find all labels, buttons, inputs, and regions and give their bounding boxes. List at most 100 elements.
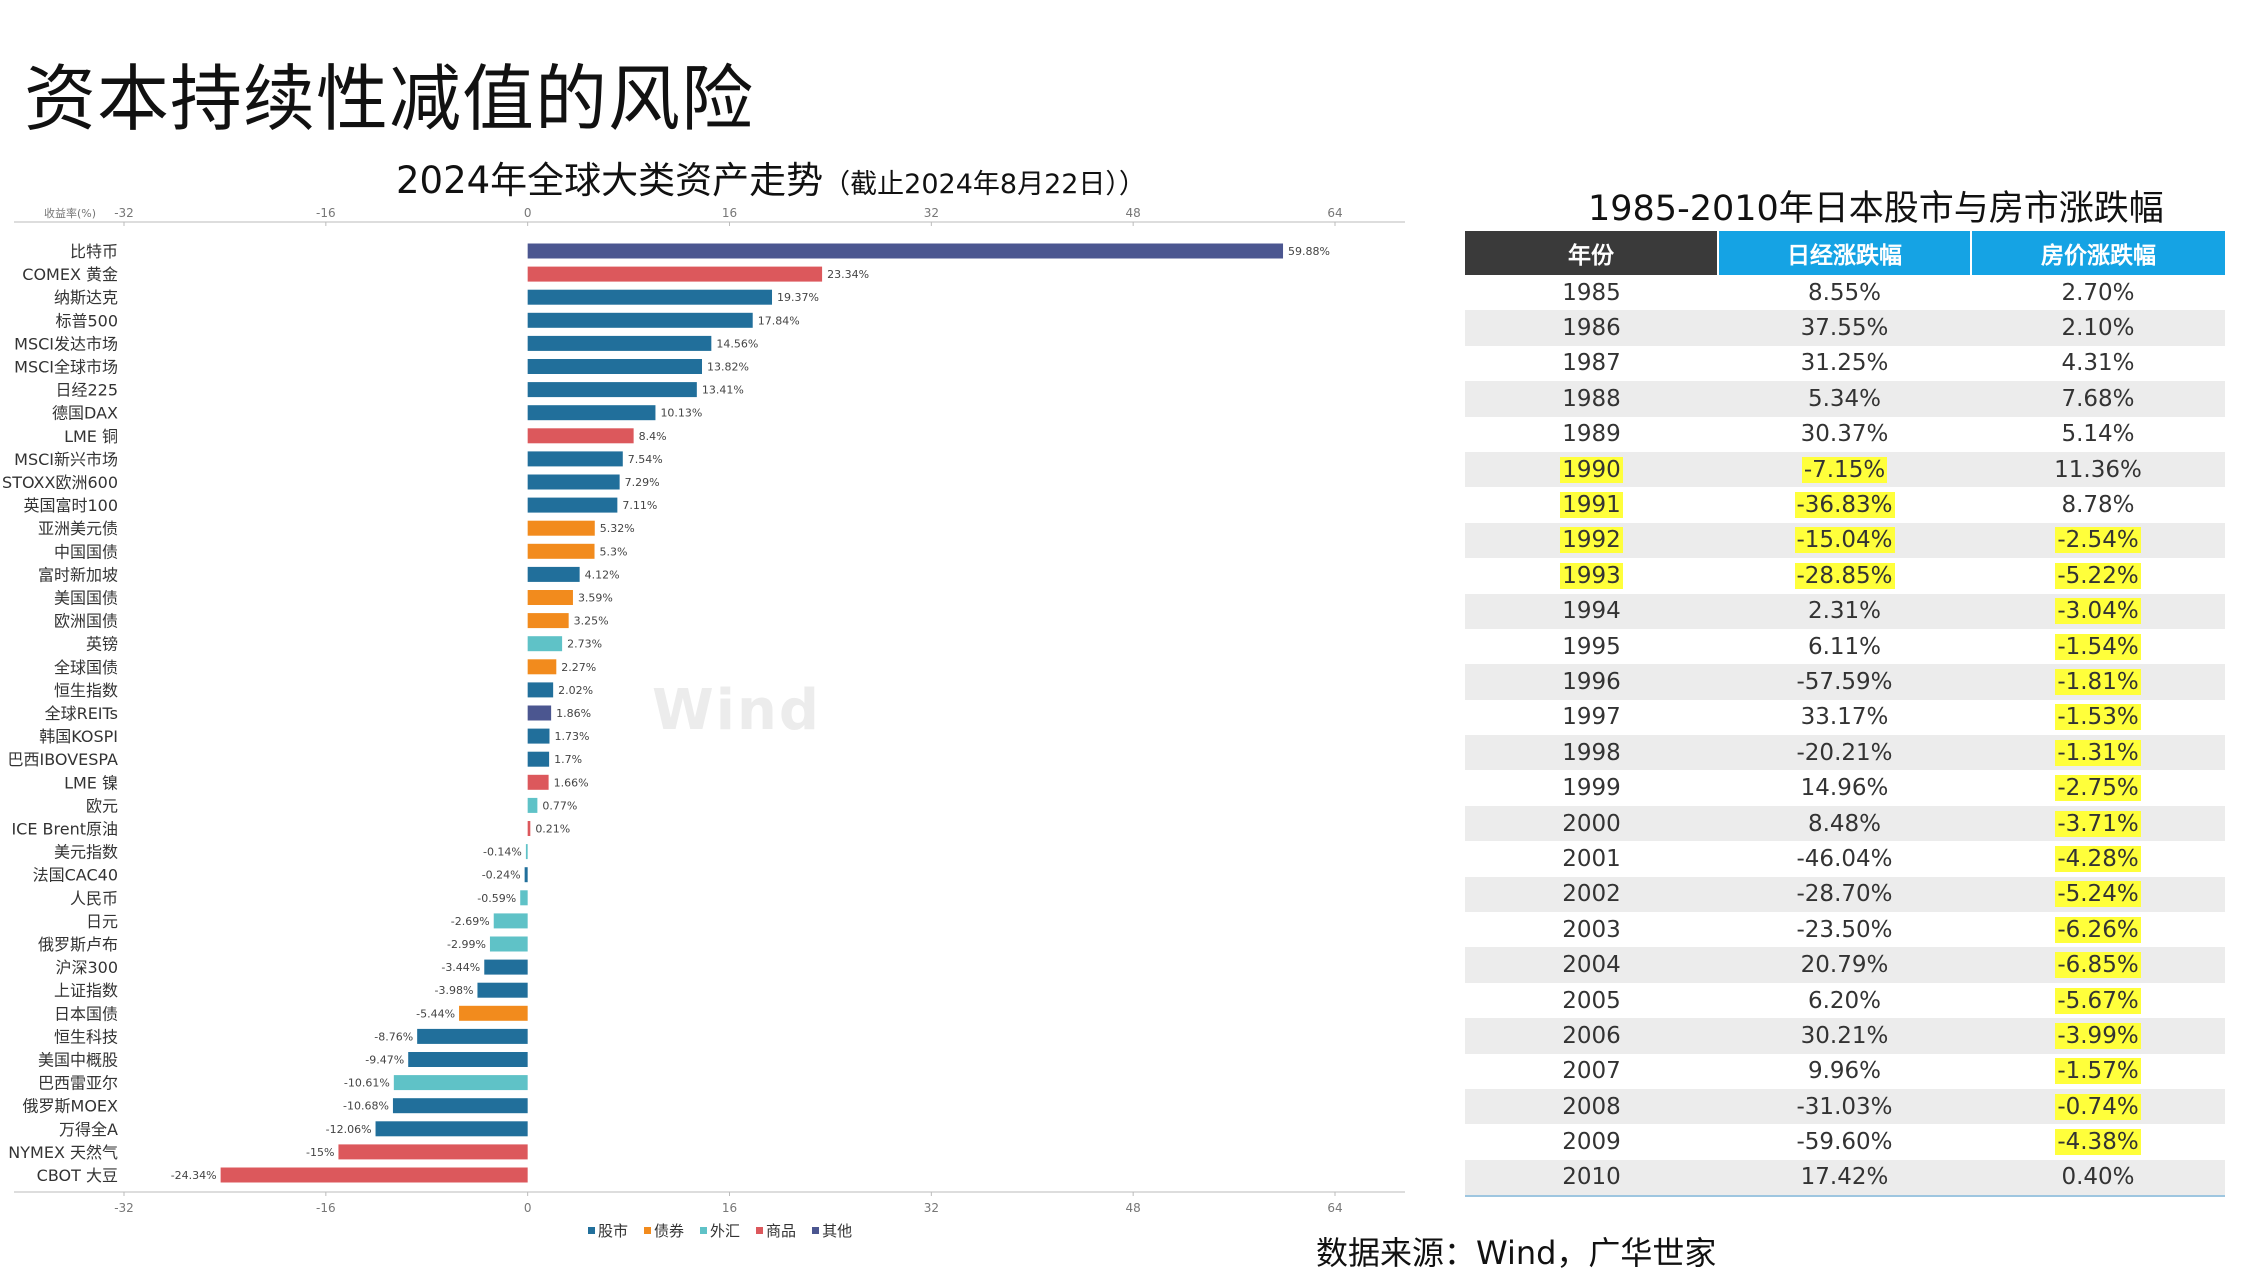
value-label: -5.44% — [416, 1007, 455, 1020]
value-label: 3.25% — [574, 615, 609, 628]
value-label: 1.7% — [554, 753, 582, 766]
value-label: -0.24% — [482, 869, 521, 882]
bar — [417, 1028, 528, 1044]
house-cell-value: -1.31% — [2055, 739, 2141, 766]
year-cell-value: 1992 — [1560, 527, 1623, 554]
value-label: 1.66% — [554, 776, 589, 789]
nikkei-cell-value: 17.42% — [1800, 1164, 1889, 1191]
table-row: 1996 -57.59% -1.81% — [1465, 664, 2225, 700]
value-label: -3.98% — [435, 984, 474, 997]
year-cell-value: 1999 — [1562, 775, 1621, 802]
bar — [527, 566, 580, 582]
nikkei-cell-value: 31.25% — [1800, 350, 1889, 377]
year-cell: 2001 — [1465, 841, 1718, 877]
year-cell: 2005 — [1465, 982, 1718, 1019]
year-cell-value: 1986 — [1562, 315, 1621, 342]
value-label: 17.84% — [758, 314, 800, 327]
nikkei-cell: -15.04% — [1718, 522, 1971, 559]
category-label: LME 镍 — [64, 773, 118, 792]
top-tick-label: -32 — [114, 206, 134, 220]
house-cell-value: -1.57% — [2055, 1058, 2141, 1085]
category-label: 韩国KOSPI — [39, 727, 118, 746]
house-cell-value: -6.85% — [2055, 952, 2141, 979]
header-nikkei: 日经涨跌幅 — [1717, 231, 1971, 275]
nikkei-cell: -31.03% — [1718, 1088, 1971, 1125]
house-cell: 5.14% — [1971, 416, 2225, 452]
table-row: 2010 17.42% 0.40% — [1465, 1159, 2225, 1198]
nikkei-cell-value: 30.21% — [1800, 1022, 1889, 1049]
year-cell-value: 2000 — [1562, 810, 1621, 837]
nikkei-cell-value: 8.48% — [1807, 810, 1882, 837]
nikkei-cell: 37.55% — [1718, 310, 1971, 346]
year-cell-value: 1998 — [1562, 739, 1621, 766]
slide-title: 资本持续性减值的风险 — [24, 57, 755, 141]
bar — [527, 451, 623, 467]
value-label: 1.73% — [554, 730, 589, 743]
category-label: 纳斯达克 — [54, 288, 118, 307]
nikkei-cell: -28.85% — [1718, 558, 1971, 594]
nikkei-cell: -36.83% — [1718, 487, 1971, 523]
house-cell: -5.22% — [1971, 558, 2225, 594]
bar — [527, 474, 620, 490]
category-label: MSCI发达市场 — [14, 334, 118, 353]
legend-swatch — [588, 1227, 595, 1234]
category-label: 日本国债 — [54, 1004, 118, 1023]
house-cell-value: -2.54% — [2055, 527, 2141, 554]
bar — [527, 405, 656, 421]
house-cell-value: 4.31% — [2061, 350, 2135, 377]
value-label: 5.32% — [600, 522, 635, 535]
nikkei-cell: 30.37% — [1718, 416, 1971, 452]
house-cell: -6.26% — [1971, 912, 2225, 948]
year-cell: 1986 — [1465, 310, 1718, 346]
house-cell-value: 0.40% — [2061, 1164, 2135, 1191]
category-label: 日经225 — [55, 381, 118, 400]
nikkei-cell-value: -46.04% — [1796, 845, 1893, 872]
house-cell-value: 2.70% — [2061, 279, 2135, 306]
top-tick-label: -16 — [316, 206, 336, 220]
value-label: 13.82% — [707, 361, 749, 374]
category-label: 俄罗斯MOEX — [23, 1097, 119, 1116]
value-label: 1.86% — [556, 707, 591, 720]
year-cell: 1996 — [1465, 664, 1718, 700]
year-cell-value: 1995 — [1562, 633, 1621, 660]
category-label: 亚洲美元债 — [38, 519, 118, 538]
bar — [408, 1052, 528, 1067]
bar — [520, 890, 528, 906]
year-cell-value: 2010 — [1562, 1164, 1621, 1191]
table-row: 2005 6.20% -5.67% — [1465, 982, 2225, 1019]
house-cell: -5.67% — [1971, 982, 2225, 1019]
value-label: -10.61% — [344, 1077, 390, 1090]
nikkei-cell-value: -57.59% — [1796, 668, 1893, 695]
bar — [527, 705, 552, 721]
value-label: 4.12% — [585, 568, 620, 581]
value-label: -2.69% — [451, 915, 490, 928]
table-row: 1997 33.17% -1.53% — [1465, 699, 2225, 736]
nikkei-cell-value: 33.17% — [1800, 704, 1889, 731]
year-cell: 2006 — [1465, 1018, 1718, 1054]
bar-chart: -32 -32 -16 -16 0 0 16 16 32 32 48 48 64 64 收益率(%) 比特币 5… — [2, 206, 1405, 1215]
bar — [338, 1144, 528, 1160]
value-label: 2.73% — [567, 638, 602, 651]
house-cell-value: 2.10% — [2061, 315, 2135, 342]
value-label: 19.37% — [777, 291, 819, 304]
year-cell: 2000 — [1465, 805, 1718, 842]
table-header-row: 年份 日经涨跌幅 房价涨跌幅 — [1465, 231, 2225, 275]
nikkei-cell: 30.21% — [1718, 1018, 1971, 1054]
nikkei-cell: 2.31% — [1718, 593, 1971, 629]
category-label: 比特币 — [70, 242, 118, 261]
chart-subtitle: （截止2024年8月22日）） — [823, 169, 1146, 200]
nikkei-cell-value: -31.03% — [1796, 1093, 1893, 1120]
bar — [524, 867, 528, 883]
year-cell: 1991 — [1465, 487, 1718, 523]
value-label: 2.02% — [558, 684, 593, 697]
house-cell-value: 5.14% — [2061, 421, 2135, 448]
value-label: 7.54% — [628, 453, 663, 466]
bar — [484, 959, 528, 975]
nikkei-cell-value: -7.15% — [1801, 456, 1888, 483]
bar — [392, 1098, 528, 1114]
house-cell-value: -4.38% — [2055, 1129, 2141, 1156]
bar — [527, 659, 557, 675]
value-label: 14.56% — [716, 337, 758, 350]
bar — [527, 289, 773, 305]
top-tick-label: 0 — [524, 206, 532, 220]
